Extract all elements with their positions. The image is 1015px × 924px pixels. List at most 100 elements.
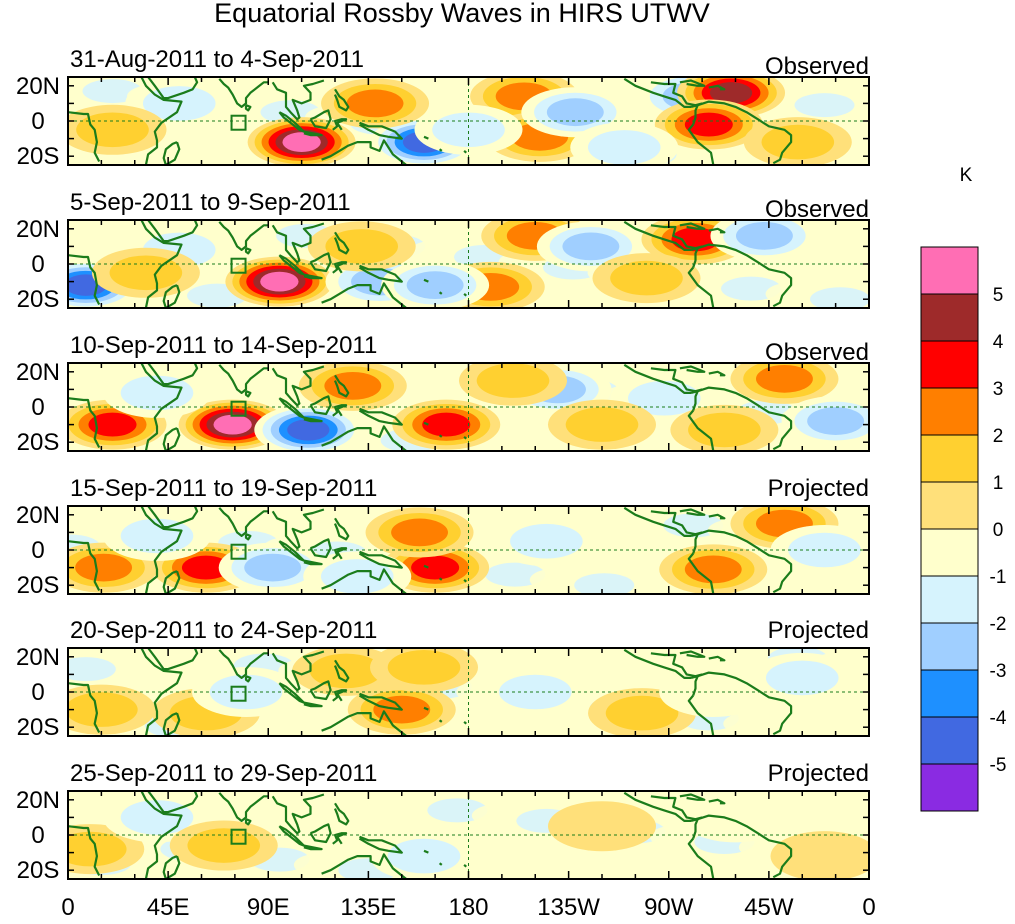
colorbar-level-label: 0	[993, 520, 1004, 541]
x-tick-label: 180	[448, 894, 488, 921]
coastline	[309, 538, 332, 559]
coastline	[271, 793, 325, 835]
colorbar-level-label: 4	[993, 332, 1004, 353]
reference-box	[230, 828, 247, 845]
y-tick-label: 0	[31, 251, 44, 278]
coastline	[463, 436, 467, 440]
coastline	[68, 111, 101, 163]
y-tick-label: 20S	[17, 286, 60, 313]
coastline	[333, 659, 350, 683]
coastlines	[68, 791, 793, 879]
coastline	[708, 227, 726, 234]
coastline	[278, 825, 305, 847]
y-tick-label: 20N	[16, 73, 60, 100]
coastline	[690, 533, 699, 554]
y-tick-label: 20S	[17, 143, 60, 170]
y-tick-label: 20S	[17, 857, 60, 884]
anomaly-contour	[68, 692, 138, 727]
coastline	[623, 648, 691, 680]
coastline	[650, 367, 703, 393]
colorbar-swatch	[920, 434, 979, 483]
coastline	[162, 570, 181, 594]
coastline	[687, 409, 715, 451]
coastline	[690, 675, 699, 696]
coastline	[623, 77, 691, 109]
coastline	[679, 79, 706, 87]
coastline	[309, 680, 332, 701]
coastline	[697, 386, 793, 451]
coastline	[687, 694, 715, 736]
panel-status: Observed	[765, 339, 869, 366]
colorbar-swatch	[920, 669, 979, 718]
anomaly-contour	[610, 260, 683, 296]
coastline	[623, 220, 691, 251]
coastline	[423, 706, 429, 711]
anomaly-contour	[422, 412, 471, 437]
coastline	[623, 506, 691, 538]
anomaly-contour	[346, 89, 404, 118]
coastlines	[68, 77, 793, 165]
anomaly-contour	[770, 831, 869, 879]
field-patch	[68, 657, 116, 682]
coastline	[687, 123, 715, 165]
coastline	[303, 844, 323, 851]
colorbar-swatch	[920, 387, 979, 436]
coastline	[463, 150, 467, 154]
reference-box	[230, 114, 247, 131]
anomaly-contour	[562, 232, 620, 261]
anomaly-contour	[187, 828, 261, 863]
y-tick-label: 0	[31, 679, 44, 706]
coastline	[278, 682, 305, 704]
coastline	[147, 363, 199, 386]
coastline	[68, 682, 101, 734]
reference-box	[230, 543, 247, 560]
colorbar-level-label: 5	[993, 285, 1004, 306]
coastline	[438, 148, 443, 152]
colorbar-level-label: -5	[990, 755, 1007, 776]
coastline	[162, 284, 181, 308]
coastline	[650, 224, 703, 250]
colorbar-swatch	[920, 481, 979, 530]
colorbar-level-label: 2	[993, 426, 1004, 447]
coastline	[218, 364, 269, 394]
colorbar-level-label: -1	[990, 567, 1007, 588]
coastline	[438, 291, 443, 295]
coastline	[321, 282, 407, 308]
anomaly-contour	[391, 518, 448, 547]
colorbar-swatch	[920, 622, 979, 671]
coastline	[271, 650, 325, 692]
coastline	[140, 791, 183, 879]
y-tick-label: 20N	[16, 787, 60, 814]
coastline	[623, 791, 691, 823]
anomaly-contour	[120, 518, 194, 554]
coastline	[218, 792, 269, 823]
coastlines	[68, 220, 793, 308]
colorbar-swatch	[920, 340, 979, 389]
anomaly-contour	[735, 221, 793, 250]
anomaly-contour	[765, 660, 839, 696]
reference-box	[230, 400, 247, 417]
coastline	[463, 721, 467, 725]
anomaly-contour	[605, 695, 679, 731]
coastline	[140, 363, 183, 451]
reference-box	[230, 685, 247, 702]
coastline	[679, 508, 706, 516]
coastline	[423, 849, 429, 854]
coastline	[271, 222, 325, 264]
coastline	[303, 130, 323, 137]
coastline	[463, 864, 467, 868]
coastline	[650, 81, 703, 107]
coastline	[147, 506, 199, 529]
coastline	[332, 832, 348, 845]
anomaly-contour	[546, 98, 604, 127]
panel-date-range: 20-Sep-2011 to 24-Sep-2011	[70, 617, 377, 644]
panel-date-range: 15-Sep-2011 to 19-Sep-2011	[70, 475, 377, 502]
coastline	[321, 568, 407, 594]
coastline	[332, 689, 348, 702]
coastline	[271, 365, 325, 407]
anomaly-contour	[587, 130, 661, 165]
x-axis-labels: 0 45E 90E 135E 180 135W 90W 45W 0	[61, 894, 875, 921]
coastlines	[68, 506, 793, 594]
coastline	[463, 579, 467, 583]
panel-status: Observed	[765, 53, 869, 80]
